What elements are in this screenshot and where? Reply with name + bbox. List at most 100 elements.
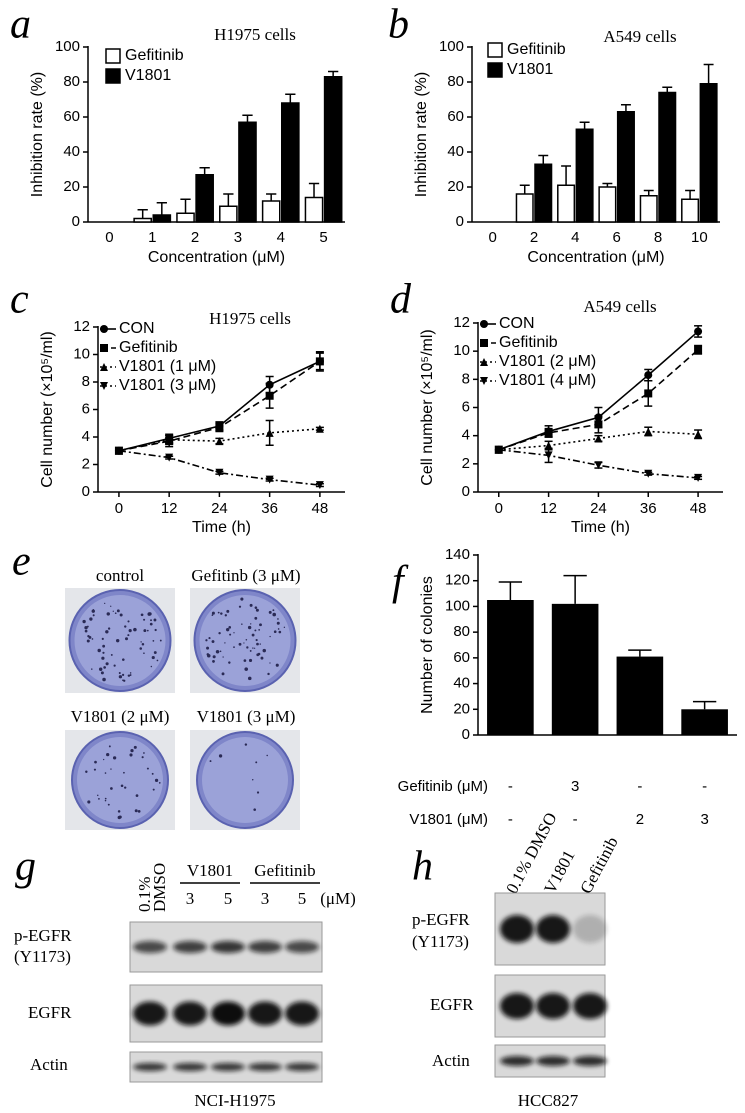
legend-label: Gefitinib [119,339,178,356]
band [500,1056,534,1066]
marker [544,451,553,460]
y-tick-label: 2 [462,455,470,472]
treatment-label: - [508,811,513,828]
x-tick-label: 36 [261,500,278,517]
x-tick-label: 2 [191,229,199,246]
legend-marker [100,325,108,333]
colony [151,772,154,775]
colony [117,810,121,813]
bar [639,195,658,223]
colony [93,768,97,771]
legend-marker [480,377,488,385]
colony [228,626,232,629]
colony [98,667,103,671]
x-tick-label: 1 [148,229,156,246]
row-label: Actin [432,1051,470,1070]
lane-label: Gefitinib [576,834,622,897]
legend-swatch [105,68,121,84]
marker [694,345,703,354]
colony [129,753,133,757]
treatment-name: Gefitinib (μM) [398,778,488,795]
band [573,1056,607,1066]
bar [176,212,195,223]
band [536,1056,570,1066]
colony [105,662,109,666]
band [211,941,245,953]
bar [575,128,594,223]
colony [246,646,249,649]
caption: NCI-H1975 [194,1091,275,1110]
y-tick-label: 0 [462,483,470,500]
chart-title: A549 cells [603,27,676,46]
colony [152,639,155,642]
colony [149,622,153,626]
panel-letter: c [10,277,29,323]
colony [245,639,248,641]
unit-label: (μM) [320,889,356,908]
colony [108,745,111,748]
bar [681,709,728,735]
colony [254,629,257,632]
y-tick-label: 6 [82,400,90,417]
colony [215,650,220,654]
marker [594,434,603,443]
legend-label: CON [499,315,535,332]
colony [206,653,210,656]
colony [258,629,261,631]
colony [104,797,107,800]
colony [208,637,211,640]
treatment-name: V1801 (μM) [409,811,488,828]
colony [247,625,252,630]
y-tick-label: 0 [72,213,80,230]
colony [113,664,116,667]
image-label: V1801 (3 μM) [197,707,296,726]
marker [694,473,703,482]
row-label: (Y1173) [14,947,71,966]
colony [102,644,106,648]
colony [267,672,270,676]
colony [133,627,137,632]
band [248,1001,282,1026]
colony [254,606,258,609]
colony [129,672,132,674]
colony [209,760,212,763]
y-tick-label: 0 [456,213,464,230]
x-axis-label: Time (h) [192,519,251,536]
colony [110,787,113,790]
colony [224,642,226,644]
colony [259,643,261,645]
row-label: EGFR [28,1003,72,1022]
legend-label: V1801 [125,67,171,84]
colony [98,797,100,800]
marker [315,357,324,366]
legend-label: Gefitinib [125,47,184,64]
panel-letter: e [12,539,31,585]
colony [105,630,109,634]
colony [211,640,215,644]
colony [127,674,131,677]
treatment-label: - [702,778,707,795]
colony [120,784,124,788]
colony [233,632,235,634]
colony [140,641,142,643]
colony [153,651,157,654]
colony [254,647,256,649]
colony [112,756,117,760]
legend-marker [480,358,488,366]
bar [261,200,281,223]
colony [260,656,264,660]
marker [644,389,653,398]
colony [272,612,277,617]
y-tick-label: 6 [462,398,470,415]
colony [247,676,252,681]
legend-swatch [487,62,503,78]
colony [277,618,279,620]
colony [238,642,242,646]
colony [107,627,111,630]
colony [266,754,268,757]
bar [219,205,238,223]
y-tick-label: 40 [63,143,80,160]
colony [257,652,261,656]
colony [134,809,138,813]
treatment-label: 3 [571,778,579,795]
